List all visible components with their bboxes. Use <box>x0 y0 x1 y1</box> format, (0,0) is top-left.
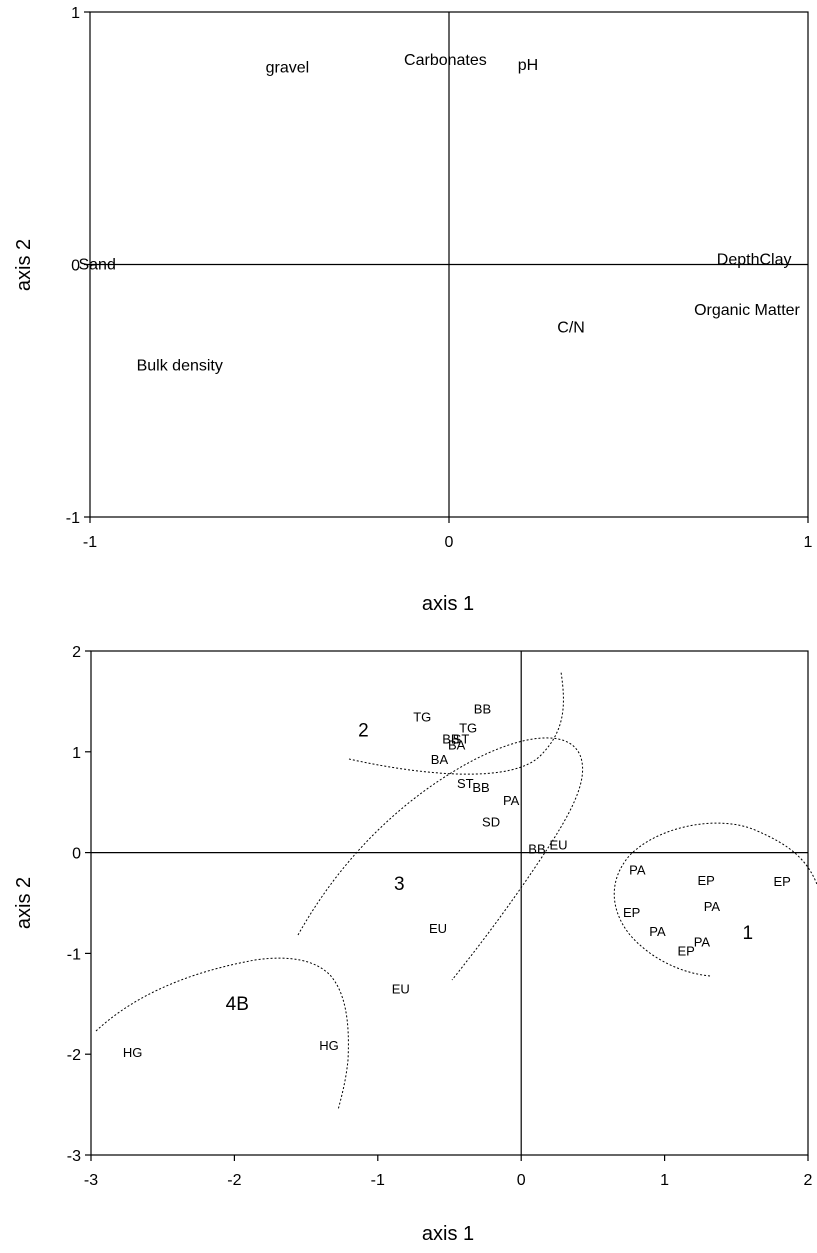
point-label: PA <box>694 934 711 949</box>
point-label: EP <box>677 943 694 958</box>
point-label: BA <box>431 752 449 767</box>
x-axis-label: axis 1 <box>422 593 474 615</box>
loadings-chart: -1 0 1 1 0 -1 gravel Carbonates pH Sand DepthClay… <box>13 5 813 615</box>
point-label: Carbonates <box>404 52 487 69</box>
group-2-outline <box>348 671 564 775</box>
y-tick-label: -1 <box>66 510 80 527</box>
axis-ticks: -3 -2 -1 0 1 2 2 1 0 -1 -2 -3 <box>67 644 813 1189</box>
y-axis-label: axis 2 <box>13 239 35 291</box>
group-1-outline <box>613 822 817 977</box>
point-label: SD <box>482 814 500 829</box>
point-label: PA <box>503 793 520 808</box>
x-tick-label: 0 <box>517 1172 526 1189</box>
x-tick-label: -3 <box>84 1172 98 1189</box>
point-label: Organic Matter <box>694 302 800 319</box>
group-label: 2 <box>358 721 369 742</box>
y-tick-label: 2 <box>72 644 81 661</box>
point-label: EP <box>774 874 791 889</box>
point-label: Sand <box>78 257 115 274</box>
group-label: 1 <box>742 923 753 944</box>
point-label: pH <box>518 57 538 74</box>
point-label: TG <box>459 721 477 736</box>
x-tick-label: 1 <box>804 534 813 551</box>
group-4B-outline <box>95 957 349 1111</box>
point-label: BB <box>528 842 545 857</box>
x-tick-label: -2 <box>227 1172 241 1189</box>
point-labels: gravel Carbonates pH Sand DepthClay Organic M… <box>78 52 800 375</box>
axis-ticks: -1 0 1 1 0 -1 <box>66 5 813 551</box>
point-label: PA <box>649 924 666 939</box>
y-tick-label: -1 <box>67 946 81 963</box>
point-label: BA <box>448 738 466 753</box>
y-tick-label: 1 <box>72 745 81 762</box>
point-label: HG <box>123 1045 143 1060</box>
x-tick-label: -1 <box>371 1172 385 1189</box>
point-label: PA <box>704 899 721 914</box>
point-label: Bulk density <box>137 358 223 375</box>
point-label: C/N <box>557 320 585 337</box>
point-label: ST <box>453 732 470 747</box>
point-label: gravel <box>266 60 310 77</box>
y-tick-label: -2 <box>67 1047 81 1064</box>
x-tick-label: -1 <box>83 534 97 551</box>
group-label: 4B <box>226 994 249 1015</box>
point-label: BB <box>472 780 489 795</box>
group-labels: 2 3 1 4B <box>226 721 753 1015</box>
point-label: BB <box>474 701 491 716</box>
x-axis-label: axis 1 <box>422 1223 474 1245</box>
point-label: BB <box>442 732 459 747</box>
point-label: PA <box>629 863 646 878</box>
y-tick-label: 0 <box>72 846 81 863</box>
point-label: EU <box>392 982 410 997</box>
point-label: HG <box>319 1038 339 1053</box>
group-outlines <box>95 671 817 1111</box>
y-tick-label: -3 <box>67 1148 81 1165</box>
point-label: EU <box>549 838 567 853</box>
group-label: 3 <box>394 874 405 895</box>
point-label: EP <box>698 873 715 888</box>
point-label: DepthClay <box>717 251 792 268</box>
x-tick-label: 2 <box>804 1172 813 1189</box>
plot-frame <box>90 650 809 1156</box>
point-label: EP <box>623 905 640 920</box>
x-tick-label: 1 <box>660 1172 669 1189</box>
point-label: TG <box>413 710 431 725</box>
y-tick-label: 0 <box>71 258 80 275</box>
x-tick-label: 0 <box>445 534 454 551</box>
y-axis-label: axis 2 <box>13 877 35 929</box>
y-tick-label: 1 <box>71 5 80 22</box>
group-3-outline <box>297 737 584 981</box>
point-label: EU <box>429 921 447 936</box>
point-label: ST <box>457 776 474 791</box>
